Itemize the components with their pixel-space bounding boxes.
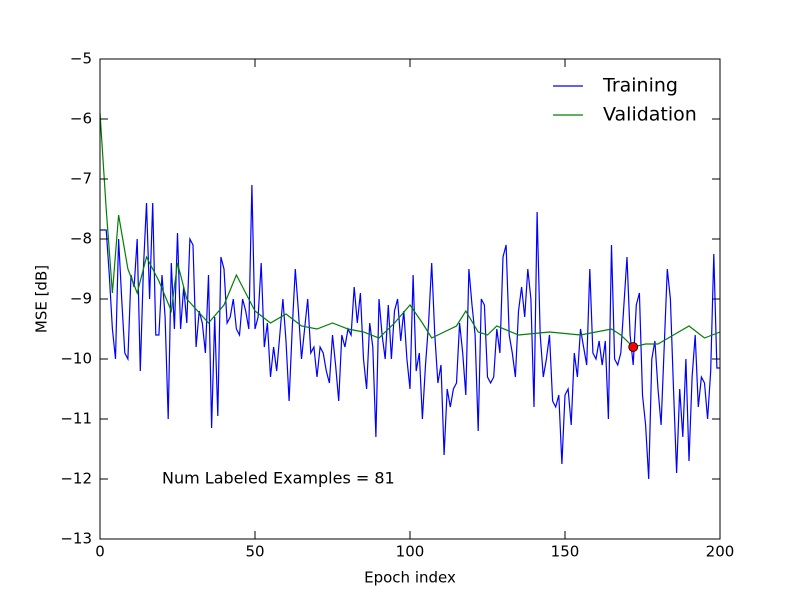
series-line xyxy=(100,184,720,480)
series-line xyxy=(99,112,721,348)
plot-area xyxy=(99,112,721,480)
y-tick-label: −13 xyxy=(60,530,92,548)
y-tick-label: −7 xyxy=(70,170,92,188)
y-tick-label: −10 xyxy=(60,350,92,368)
x-tick-label: 100 xyxy=(396,543,425,561)
x-tick-label: 0 xyxy=(95,543,105,561)
x-axis-label: Epoch index xyxy=(364,569,456,587)
y-tick-label: −9 xyxy=(70,290,92,308)
y-axis-label: MSE [dB] xyxy=(33,265,51,333)
y-tick-label: −5 xyxy=(70,50,92,68)
annotation: Num Labeled Examples = 81 xyxy=(162,469,395,488)
x-tick-label: 50 xyxy=(245,543,264,561)
x-tick-label: 200 xyxy=(706,543,735,561)
legend-label: Training xyxy=(602,75,678,97)
y-tick-label: −11 xyxy=(60,410,92,428)
x-tick-label: 150 xyxy=(551,543,580,561)
legend-label: Validation xyxy=(603,104,697,126)
y-tick-label: −12 xyxy=(60,470,92,488)
highlight-point xyxy=(628,342,639,352)
y-tick-label: −8 xyxy=(70,230,92,248)
y-tick-label: −6 xyxy=(70,110,92,128)
